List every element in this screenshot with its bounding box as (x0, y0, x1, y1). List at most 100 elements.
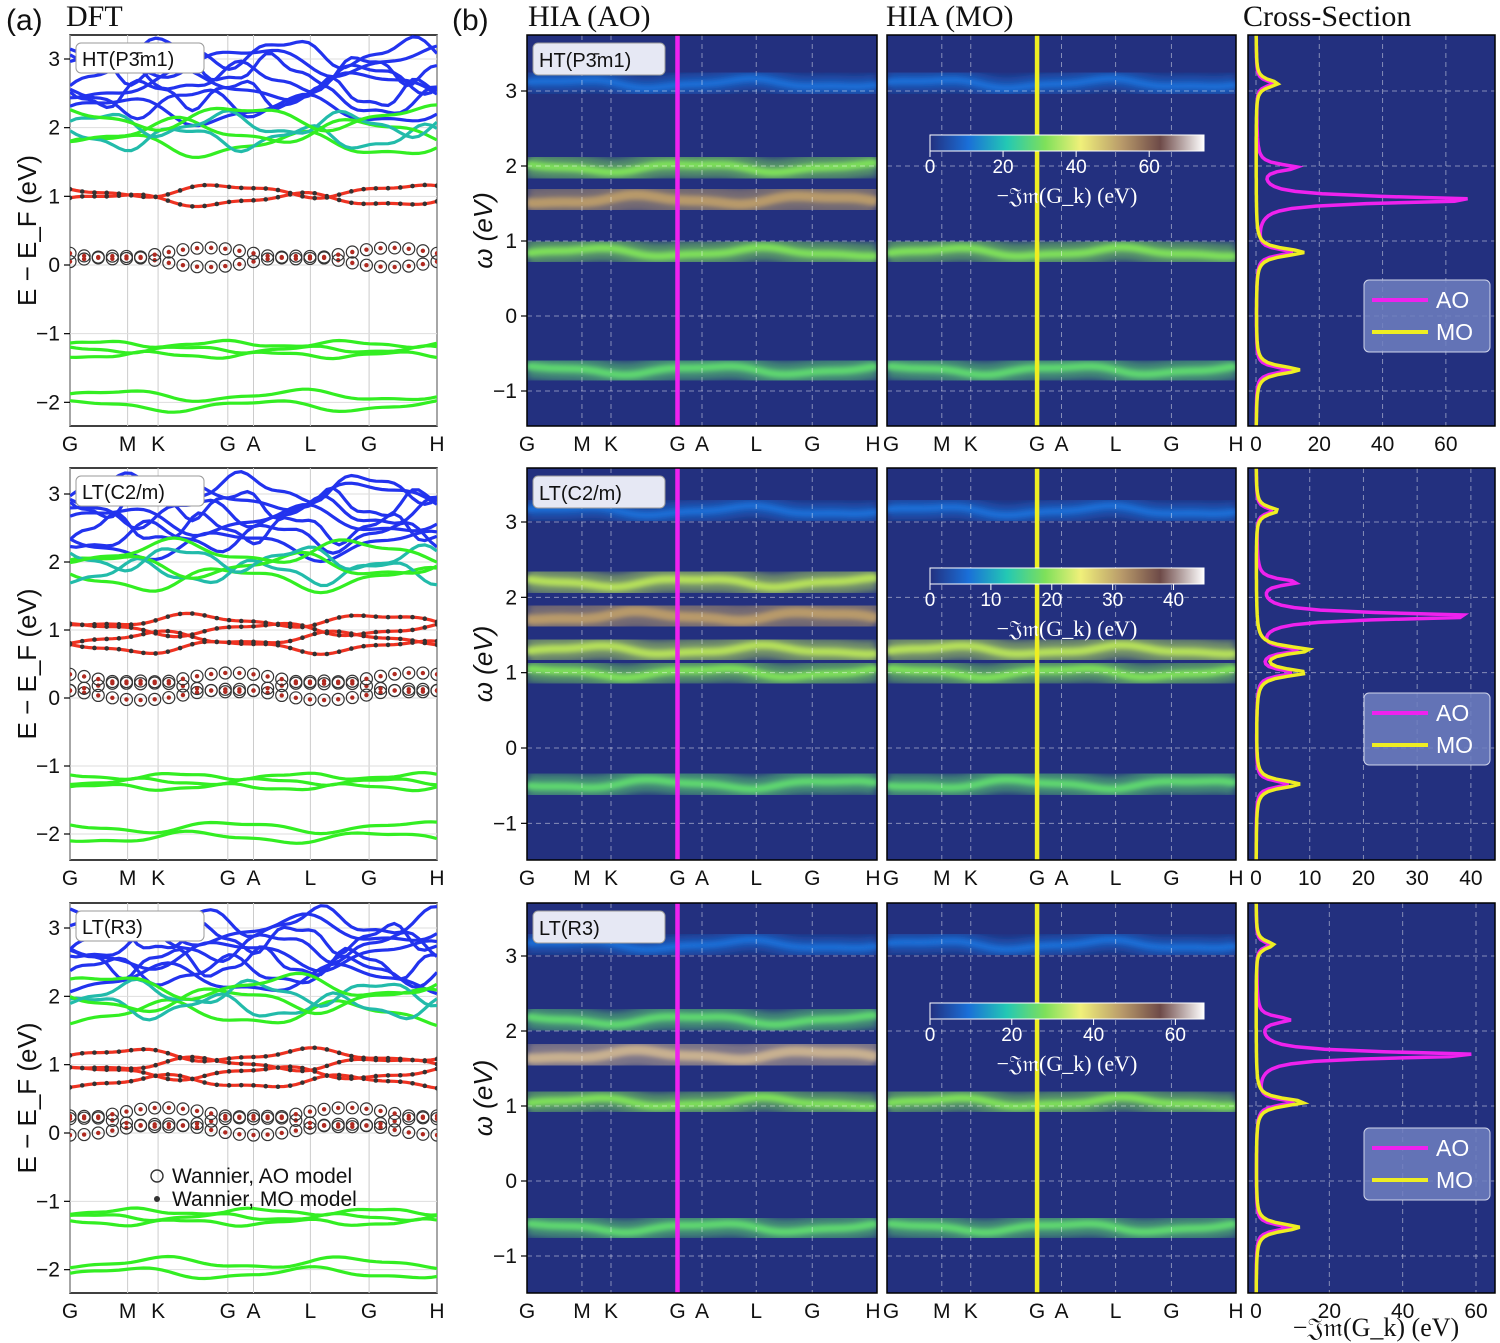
wannier-mo-marker (238, 618, 244, 624)
wannier-ao-marker (190, 1104, 204, 1118)
dft-band-line (70, 829, 437, 845)
wannier-mo-marker (208, 264, 214, 270)
wannier-mo-marker (92, 1050, 97, 1055)
omega-axis: 3 2 1 0 −1 ω (eV) (468, 511, 527, 835)
wannier-mo-marker (349, 632, 354, 638)
hia-kpath-label: L (750, 1300, 762, 1323)
dft-ytick-label: 0 (48, 687, 60, 710)
wannier-mo-marker (194, 690, 200, 695)
wannier-ao-marker (91, 1126, 105, 1140)
mo-spectrum-curve (1254, 468, 1315, 860)
wannier-mo-marker (194, 674, 200, 679)
wannier-mo-marker (385, 1055, 391, 1061)
colorbar-tick-label: 20 (1001, 1025, 1022, 1046)
dft-ytick-label: 1 (48, 185, 60, 208)
wannier-mo-marker (166, 260, 172, 266)
hia-kpath-label: G (669, 433, 685, 456)
wannier-mo-marker (263, 1066, 269, 1072)
wannier-mo-marker (237, 689, 242, 694)
wannier-mo-marker (70, 622, 73, 627)
wannier-mo-marker (385, 185, 391, 191)
wannier-ao-marker (176, 688, 190, 702)
wannier-mo-marker (180, 1123, 186, 1128)
cross-xtick-label: 20 (1318, 1300, 1341, 1323)
cross-frame (1247, 34, 1496, 427)
wannier-ao-marker (70, 667, 77, 681)
wannier-mo-marker (385, 629, 391, 634)
wannier-mo-marker (265, 1115, 270, 1121)
spectral-band (527, 1011, 877, 1029)
wannier-ao-marker (176, 243, 190, 257)
wannier-mo-marker (293, 679, 299, 684)
wannier-mo-marker (350, 260, 355, 266)
wannier-mo-marker (350, 695, 355, 700)
wannier-mo-marker (392, 245, 397, 251)
wannier-mo-marker (324, 630, 330, 636)
omega-ytick-label: 1 (505, 1095, 517, 1118)
wannier-mo-marker (378, 264, 383, 269)
wannier-mo-marker (238, 1061, 244, 1067)
wannier-mo-marker (223, 670, 228, 676)
wannier-mo-marker (190, 1076, 195, 1082)
wannier-mo-marker (293, 695, 299, 701)
spectral-band (887, 775, 1236, 793)
heatmap-bands (887, 495, 1236, 802)
cross-xlabel: −𝔍𝔪(G_k) (eV) (1293, 1313, 1459, 1342)
heatmap-bands (527, 495, 877, 802)
wannier-ao-marker (275, 1109, 289, 1124)
wannier-mo-marker (410, 1057, 415, 1063)
wannier-ao-marker (218, 1109, 232, 1123)
hia-kpath-label: K (604, 867, 618, 890)
dft-band-line (70, 543, 437, 574)
wannier-mo-marker (300, 194, 305, 199)
dft-band-line (70, 387, 437, 403)
wannier-mo-marker (410, 614, 415, 620)
wannier-ao-marker (190, 1117, 204, 1131)
dft-band-line (70, 1217, 437, 1228)
wannier-mo-marker (190, 632, 195, 637)
wannier-mo-marker (420, 248, 426, 253)
hia-kpath-label: G (1163, 1300, 1179, 1323)
wannier-mo-marker (312, 626, 317, 632)
cross-xtick-label: 40 (1459, 867, 1482, 890)
wannier-mo-marker (350, 679, 355, 684)
hia-kpath-label: H (1228, 433, 1243, 456)
wannier-mo-marker (307, 697, 313, 702)
dft-kpath-label: G (62, 433, 78, 456)
wannier-mo-marker (406, 1130, 411, 1135)
spectral-band (887, 243, 1236, 261)
omega-ytick-label: 1 (505, 662, 517, 685)
wannier-mo-marker (226, 1083, 232, 1088)
dft-ylabel: E − E_F (eV) (12, 1023, 42, 1174)
wannier-mo-marker (194, 264, 200, 269)
wannier-mo-marker (208, 245, 214, 251)
wannier-mo-marker (214, 1082, 220, 1088)
wannier-ao-marker (204, 260, 218, 274)
hia-kpath-label: G (1163, 433, 1179, 456)
wannier-mo-marker (378, 1108, 383, 1114)
heatmap-frame (526, 902, 878, 1294)
wannier-mo-marker (335, 1105, 341, 1111)
wannier-ao-marker (148, 1101, 162, 1115)
spectral-band (527, 640, 877, 659)
heatmap-frame (526, 34, 878, 427)
wannier-ao-marker (77, 669, 91, 684)
dft-kpath-label: H (429, 1300, 444, 1323)
wannier-mo-marker (336, 632, 342, 638)
wannier-mo-marker (434, 642, 437, 648)
structure-label-box (532, 475, 666, 509)
omega-ylabel: ω (eV) (468, 1060, 498, 1137)
wannier-mo-marker (287, 1064, 293, 1070)
wannier-mo-marker (300, 1080, 305, 1085)
cross-frame (1247, 902, 1496, 1294)
omega-ytick-label: 3 (505, 511, 517, 534)
wannier-ao-marker (77, 249, 91, 263)
colorbar-tick-label: 40 (1163, 590, 1184, 611)
wannier-mo-marker (153, 1073, 158, 1079)
wannier-ao-marker (176, 672, 190, 686)
hia-kpath-label: M (933, 867, 951, 890)
dft-band-line (70, 122, 437, 154)
wannier-mo-marker (373, 201, 379, 206)
wannier-mo-marker (434, 199, 437, 204)
